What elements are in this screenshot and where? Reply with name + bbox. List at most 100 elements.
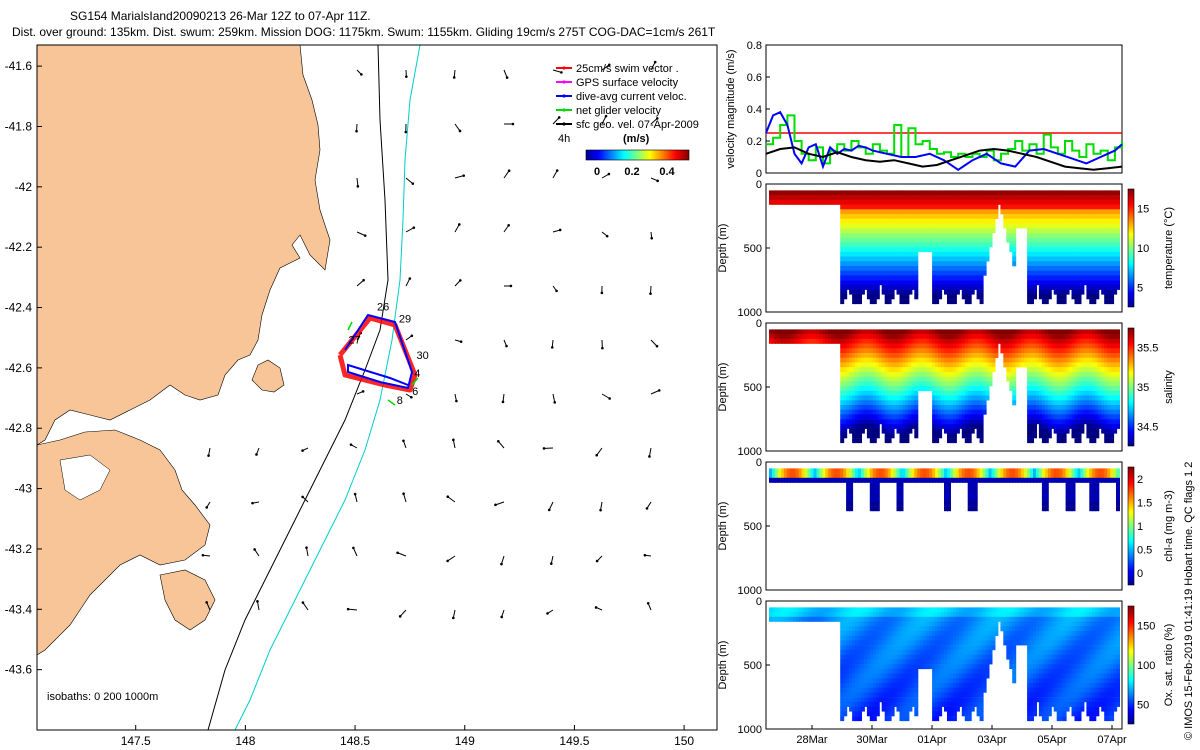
- sample-cell: [1053, 386, 1058, 392]
- sample-cell: [843, 423, 848, 429]
- sample-cell: [810, 616, 815, 622]
- sample-cell: [958, 468, 963, 474]
- sample-cell: [1035, 362, 1040, 368]
- sample-cell: [1038, 294, 1043, 300]
- sample-cell: [1089, 501, 1094, 507]
- sample-cell: [923, 204, 928, 210]
- sample-cell: [849, 635, 854, 641]
- sample-cell: [914, 247, 919, 253]
- sample-cell: [1053, 357, 1058, 363]
- sample-cell: [1089, 367, 1094, 373]
- sample-cell: [949, 376, 954, 382]
- sample-cell: [795, 334, 800, 340]
- sample-cell: [1104, 261, 1109, 267]
- sample-cell: [1107, 381, 1112, 387]
- sample-cell: [1033, 204, 1037, 210]
- sample-cell: [893, 357, 898, 363]
- sample-cell: [1044, 284, 1049, 290]
- sample-cell: [973, 477, 978, 483]
- sample-cell: [1062, 348, 1067, 354]
- sample-cell: [976, 468, 981, 474]
- sample-cell: [935, 338, 940, 344]
- sample-cell: [917, 209, 922, 215]
- sample-cell: [846, 237, 851, 243]
- sample-cell: [1083, 247, 1088, 253]
- sample-cell: [938, 204, 943, 210]
- sample-cell: [929, 338, 934, 344]
- sample-cell: [1089, 228, 1094, 234]
- current-arrow-head: [410, 395, 413, 399]
- sample-cell: [1041, 338, 1046, 344]
- sample-cell: [1101, 223, 1106, 229]
- sample-cell: [804, 195, 809, 201]
- sample-cell: [1110, 433, 1115, 439]
- sample-cell: [923, 338, 928, 344]
- sample-cell: [1074, 275, 1079, 281]
- sample-cell: [1044, 199, 1049, 205]
- sample-cell: [869, 433, 874, 439]
- sample-cell: [1059, 190, 1064, 196]
- sample-cell: [1083, 357, 1088, 363]
- sample-cell: [947, 400, 951, 406]
- current-arrow: [454, 175, 464, 179]
- sample-cell: [1098, 357, 1103, 363]
- sample-cell: [985, 214, 990, 219]
- sample-cell: [970, 289, 975, 295]
- sample-cell: [982, 367, 987, 373]
- sample-cell: [852, 473, 857, 479]
- sample-cell: [985, 223, 990, 229]
- sample-cell: [964, 357, 969, 363]
- sample-cell: [852, 209, 857, 215]
- sample-cell: [893, 390, 898, 396]
- sample-cell: [1113, 195, 1118, 201]
- sample-cell: [1056, 284, 1061, 290]
- sample-cell: [911, 343, 916, 349]
- sample-cell: [855, 242, 859, 248]
- sample-cell: [1095, 343, 1100, 349]
- sample-cell: [810, 338, 815, 344]
- sample-cell: [843, 645, 848, 651]
- sample-cell: [985, 218, 990, 224]
- sample-cell: [849, 228, 854, 234]
- sample-cell: [1041, 214, 1046, 219]
- sample-cell: [846, 423, 851, 429]
- sample-cell: [1080, 280, 1085, 286]
- sample-cell: [887, 468, 892, 474]
- sample-cell: [1104, 376, 1109, 382]
- sample-cell: [828, 334, 833, 340]
- sample-cell: [1089, 428, 1094, 434]
- sample-cell: [1062, 247, 1067, 253]
- sample-cell: [914, 362, 919, 368]
- sample-cell: [792, 334, 797, 340]
- sample-cell: [1113, 367, 1118, 373]
- sample-cell: [1083, 405, 1088, 410]
- sample-cell: [947, 409, 951, 415]
- sample-cell: [893, 261, 898, 267]
- sample-cell: [792, 616, 797, 622]
- sample-cell: [1062, 423, 1067, 429]
- sample-cell: [843, 419, 848, 425]
- sample-cell: [1092, 386, 1097, 392]
- chl-colorbar-tick: 1: [1137, 521, 1143, 533]
- sample-cell: [881, 348, 886, 354]
- sample-cell: [1071, 284, 1076, 290]
- sample-cell: [1116, 482, 1120, 488]
- sample-cell: [869, 247, 874, 253]
- velocity-ytick-label: 0.8: [747, 40, 762, 52]
- sample-cell: [1006, 334, 1011, 340]
- sample-cell: [905, 348, 910, 354]
- sample-cell: [875, 501, 880, 507]
- sample-cell: [967, 376, 972, 382]
- sample-cell: [923, 386, 928, 392]
- temperature-ytick-label: 500: [744, 243, 762, 255]
- sample-cell: [976, 428, 981, 434]
- sample-cell: [979, 275, 984, 281]
- sample-cell: [920, 247, 925, 253]
- sample-cell: [1062, 338, 1067, 344]
- sample-cell: [1056, 204, 1061, 210]
- velocity-series-3: [765, 146, 1123, 171]
- sample-cell: [902, 400, 907, 406]
- sample-cell: [774, 199, 779, 205]
- sample-cell: [858, 247, 862, 253]
- current-arrow: [503, 170, 510, 179]
